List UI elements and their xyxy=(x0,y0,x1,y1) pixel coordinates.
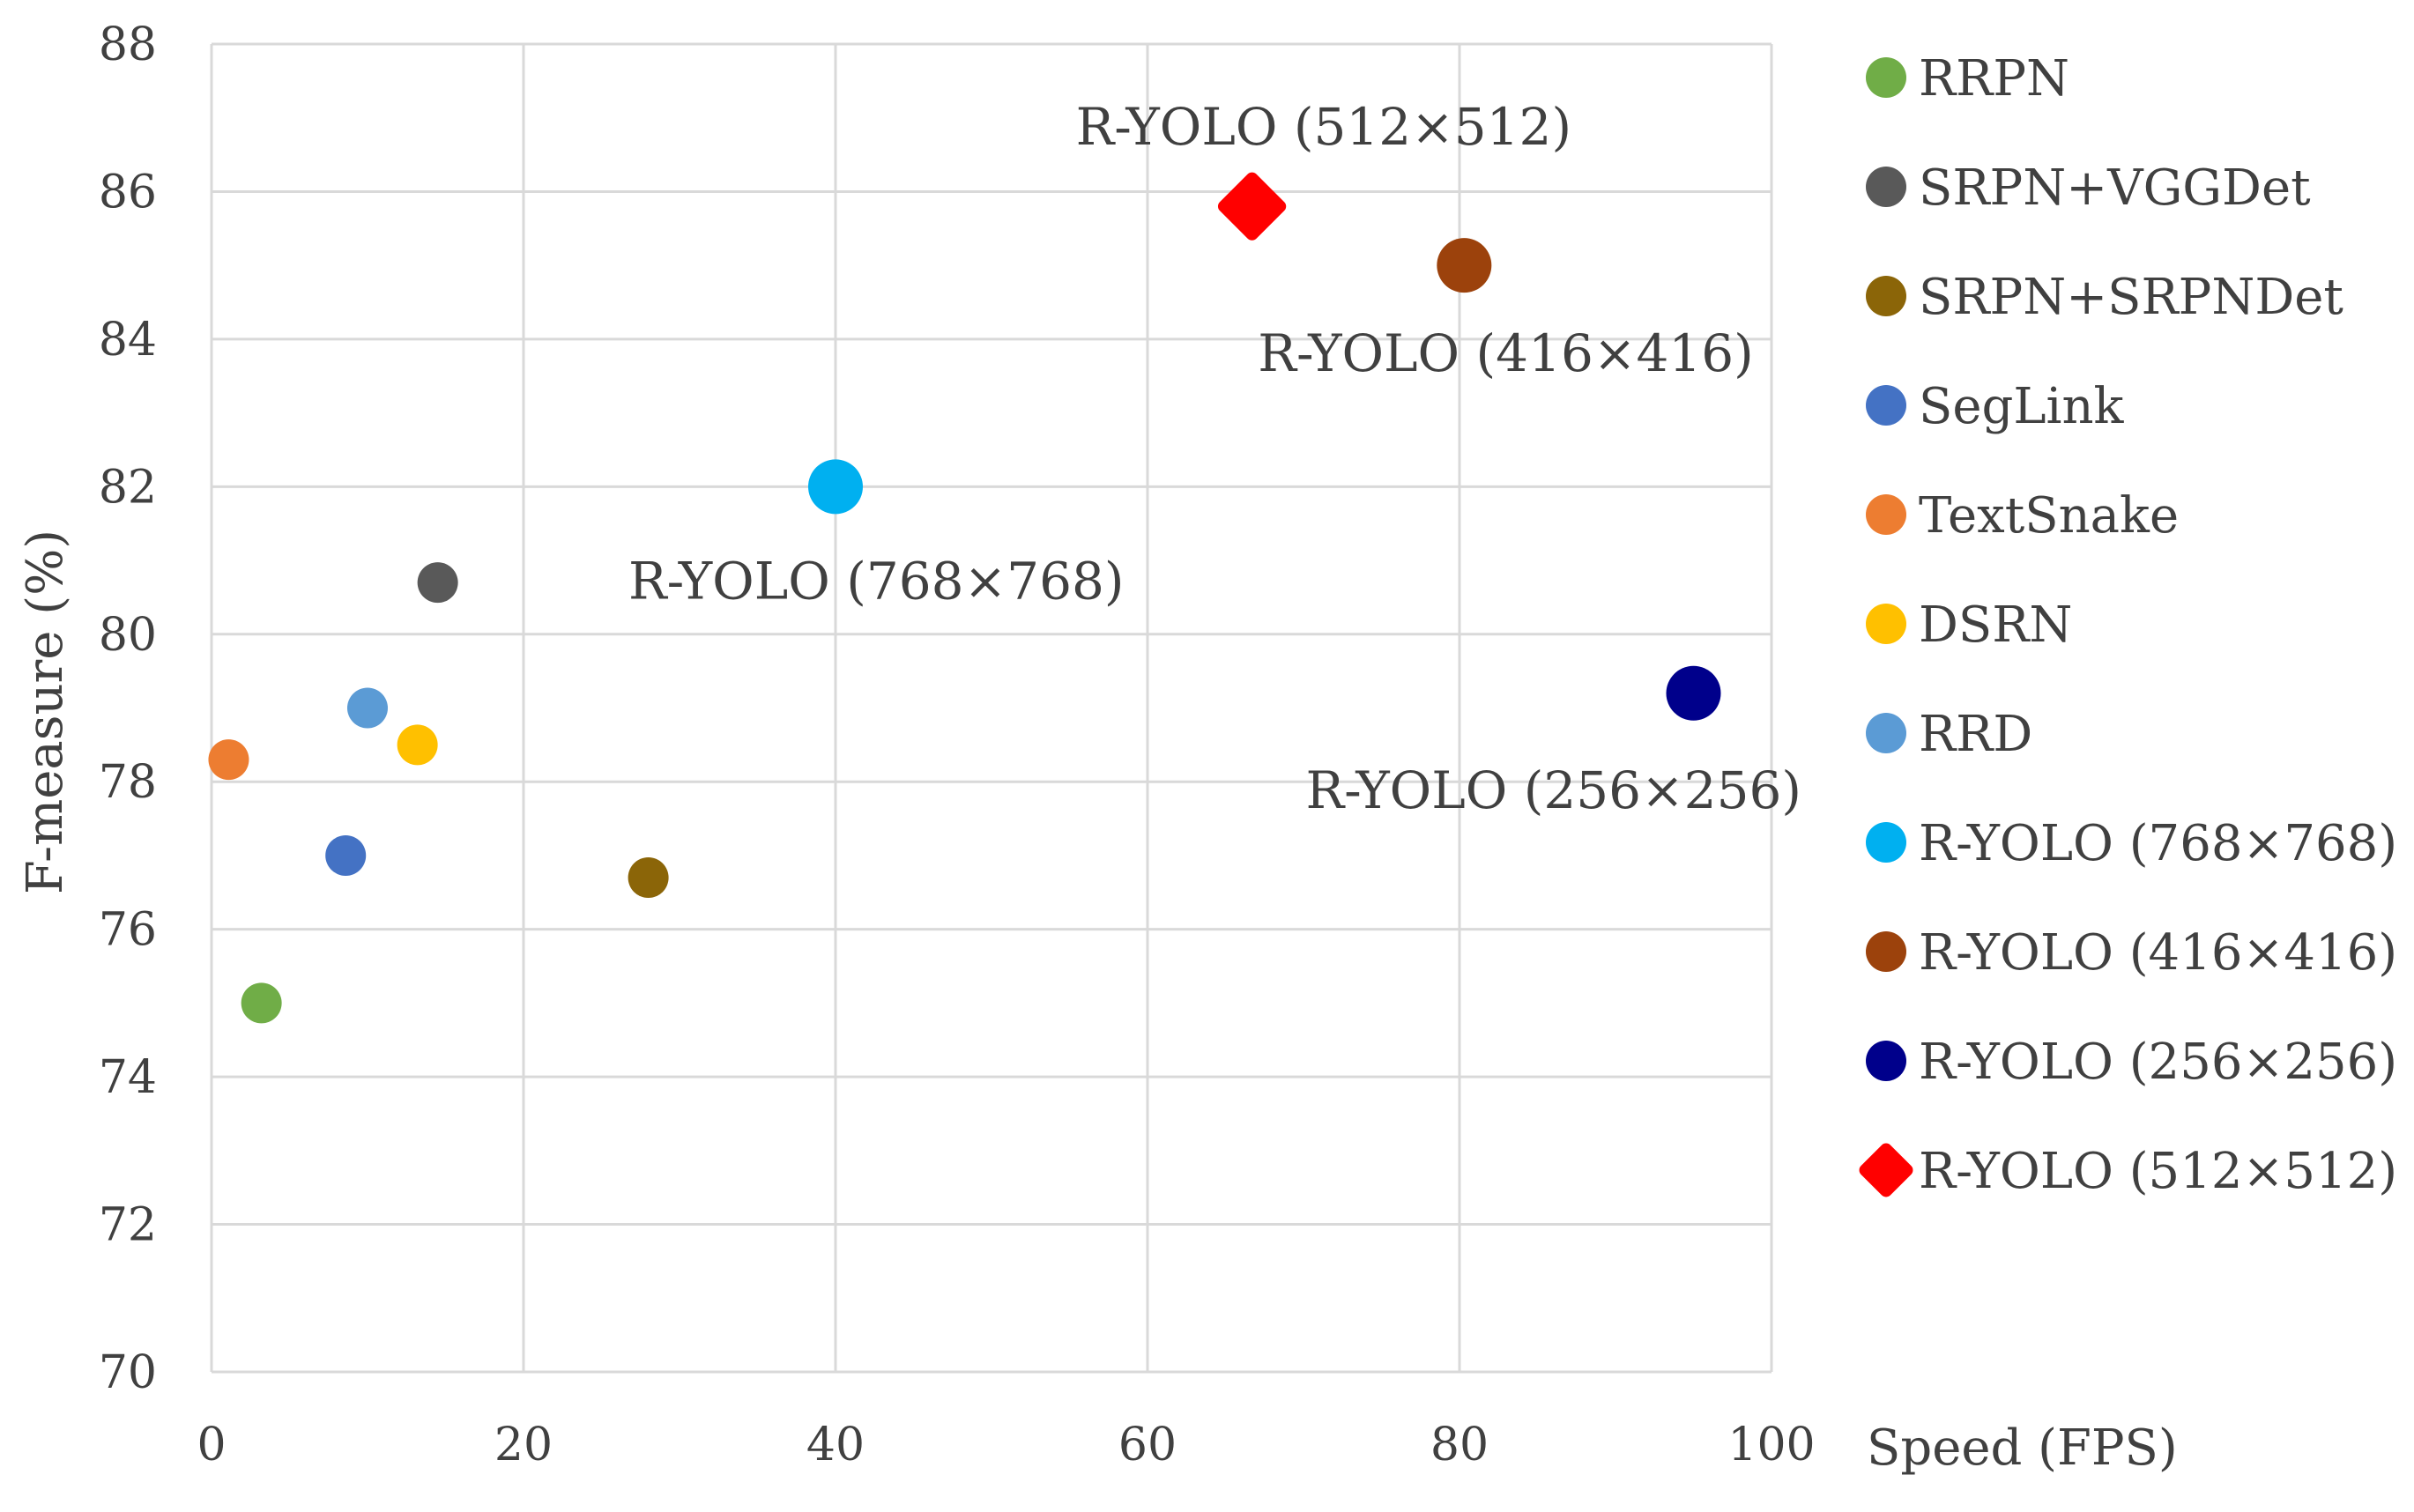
point-dsrn xyxy=(397,724,438,766)
legend-item-dsrn: DSRN xyxy=(1866,597,2072,654)
y-tick-label: 86 xyxy=(99,166,157,219)
legend-item-rrpn: RRPN xyxy=(1866,50,2069,107)
gridlines xyxy=(210,42,1773,1374)
annotation-r-yolo-416-416: R-YOLO (416×416) xyxy=(1258,323,1754,383)
point-rrpn xyxy=(241,982,282,1024)
legend-label: RRPN xyxy=(1919,50,2069,107)
legend-marker-r-yolo-256-256 xyxy=(1866,1041,1906,1081)
legend-label: R-YOLO (768×768) xyxy=(1919,815,2397,872)
legend-item-seglink: SegLink xyxy=(1866,378,2125,435)
legend-item-r-yolo-768-768: R-YOLO (768×768) xyxy=(1866,815,2397,872)
point-r-yolo-416-416 xyxy=(1437,238,1492,293)
legend: RRPN SRPN+VGGDet SRPN+SRPNDet SegLink TextSn… xyxy=(1859,50,2397,1200)
point-seglink xyxy=(325,834,367,876)
legend-marker-rrd xyxy=(1866,713,1906,753)
y-tick-label: 76 xyxy=(99,904,157,957)
legend-marker-textsnake xyxy=(1866,494,1906,535)
legend-label: R-YOLO (256×256) xyxy=(1919,1034,2397,1091)
point-textsnake xyxy=(208,739,249,781)
x-tick-label: 60 xyxy=(1118,1419,1177,1471)
legend-label: SRPN+SRPNDet xyxy=(1919,269,2343,326)
x-tick-label: 80 xyxy=(1430,1419,1489,1471)
point-r-yolo-768-768 xyxy=(808,459,863,515)
legend-item-rrd: RRD xyxy=(1866,706,2032,763)
legend-item-r-yolo-416-416: R-YOLO (416×416) xyxy=(1866,924,2397,982)
legend-label: RRD xyxy=(1919,706,2032,763)
legend-marker-srpn-srpndet xyxy=(1866,276,1906,316)
y-axis-ticks: 70 72 74 76 78 80 82 84 86 88 xyxy=(99,19,157,1399)
y-tick-label: 88 xyxy=(99,19,157,71)
legend-marker-r-yolo-768-768 xyxy=(1866,822,1906,863)
point-srpn-vggdet xyxy=(417,562,458,604)
legend-label: SegLink xyxy=(1919,378,2125,435)
legend-item-srpn-srpndet: SRPN+SRPNDet xyxy=(1866,269,2343,326)
legend-marker-srpn-vggdet xyxy=(1866,167,1906,207)
legend-label: R-YOLO (416×416) xyxy=(1919,924,2397,982)
x-axis-title: Speed (FPS) xyxy=(1867,1419,2178,1477)
legend-item-srpn-vggdet: SRPN+VGGDet xyxy=(1866,159,2311,217)
legend-label: SRPN+VGGDet xyxy=(1919,159,2311,217)
y-tick-label: 72 xyxy=(99,1199,157,1252)
point-annotations: R-YOLO (512×512) R-YOLO (416×416) R-YOLO (… xyxy=(628,97,1801,820)
y-tick-label: 78 xyxy=(99,756,157,809)
annotation-r-yolo-512-512: R-YOLO (512×512) xyxy=(1076,97,1572,157)
x-tick-label: 100 xyxy=(1727,1419,1815,1471)
y-tick-label: 74 xyxy=(99,1051,157,1104)
y-tick-label: 70 xyxy=(99,1346,157,1399)
legend-label: DSRN xyxy=(1919,597,2072,654)
legend-label: R-YOLO (512×512) xyxy=(1919,1143,2397,1200)
legend-item-textsnake: TextSnake xyxy=(1866,487,2179,545)
legend-marker-dsrn xyxy=(1866,604,1906,644)
legend-marker-r-yolo-416-416 xyxy=(1866,931,1906,972)
legend-marker-rrpn xyxy=(1866,57,1906,98)
point-srpn-srpndet xyxy=(628,857,669,899)
x-tick-label: 0 xyxy=(197,1419,226,1471)
annotation-r-yolo-768-768: R-YOLO (768×768) xyxy=(628,551,1125,611)
data-points xyxy=(208,172,1721,1024)
legend-marker-r-yolo-512-512 xyxy=(1859,1143,1913,1197)
y-axis-title: F-measure (%) xyxy=(17,530,74,894)
annotation-r-yolo-256-256: R-YOLO (256×256) xyxy=(1306,760,1802,820)
x-axis-ticks: 0 20 40 60 80 100 xyxy=(197,1419,1815,1471)
point-r-yolo-256-256 xyxy=(1666,665,1721,721)
x-tick-label: 20 xyxy=(494,1419,553,1471)
point-r-yolo-512-512 xyxy=(1217,172,1287,241)
y-tick-label: 84 xyxy=(99,314,157,367)
legend-label: TextSnake xyxy=(1919,487,2179,545)
x-tick-label: 40 xyxy=(806,1419,865,1471)
y-tick-label: 82 xyxy=(99,461,157,514)
legend-item-r-yolo-512-512: R-YOLO (512×512) xyxy=(1859,1143,2397,1200)
point-rrd xyxy=(347,687,388,729)
legend-item-r-yolo-256-256: R-YOLO (256×256) xyxy=(1866,1034,2397,1091)
legend-marker-seglink xyxy=(1866,385,1906,426)
y-tick-label: 80 xyxy=(99,609,157,662)
